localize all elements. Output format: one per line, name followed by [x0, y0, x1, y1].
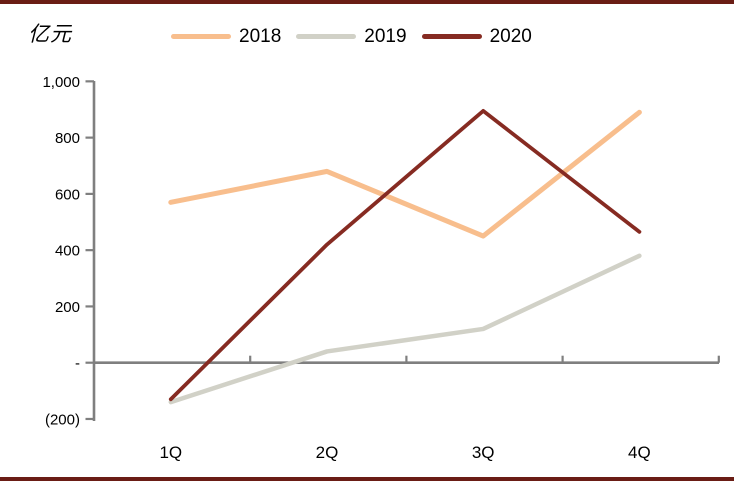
x-category-label: 3Q [472, 443, 495, 462]
chart-legend: 2018 2019 2020 [171, 27, 532, 46]
legend-item-2019: 2019 [296, 26, 407, 47]
y-tick-label: - [75, 355, 80, 372]
x-category-label: 1Q [159, 443, 182, 462]
legend-item-2018: 2018 [171, 27, 281, 46]
legend-label-2019: 2019 [364, 26, 407, 47]
x-category-label: 4Q [628, 443, 651, 462]
y-tick-label: 600 [55, 186, 80, 203]
y-tick-label: 400 [55, 243, 80, 260]
top-border [0, 0, 734, 4]
legend-item-2020: 2020 [421, 26, 532, 47]
y-tick-label: 200 [55, 299, 80, 316]
series-line-2020 [168, 108, 642, 402]
y-tick-label: 800 [55, 130, 80, 147]
legend-swatch-2018 [171, 34, 231, 39]
legend-label-2020: 2020 [489, 26, 532, 47]
bottom-border [0, 477, 734, 481]
legend-swatch-2019 [296, 34, 357, 39]
x-category-label: 2Q [316, 443, 339, 462]
y-tick-label: (200) [45, 411, 80, 428]
y-axis-unit-label: 亿元 [28, 22, 72, 46]
series-line-2019 [168, 253, 642, 405]
series-line-2018 [168, 109, 642, 239]
legend-label-2018: 2018 [239, 26, 282, 47]
legend-swatch-2020 [421, 34, 482, 39]
y-tick-label: 1,000 [42, 74, 80, 91]
